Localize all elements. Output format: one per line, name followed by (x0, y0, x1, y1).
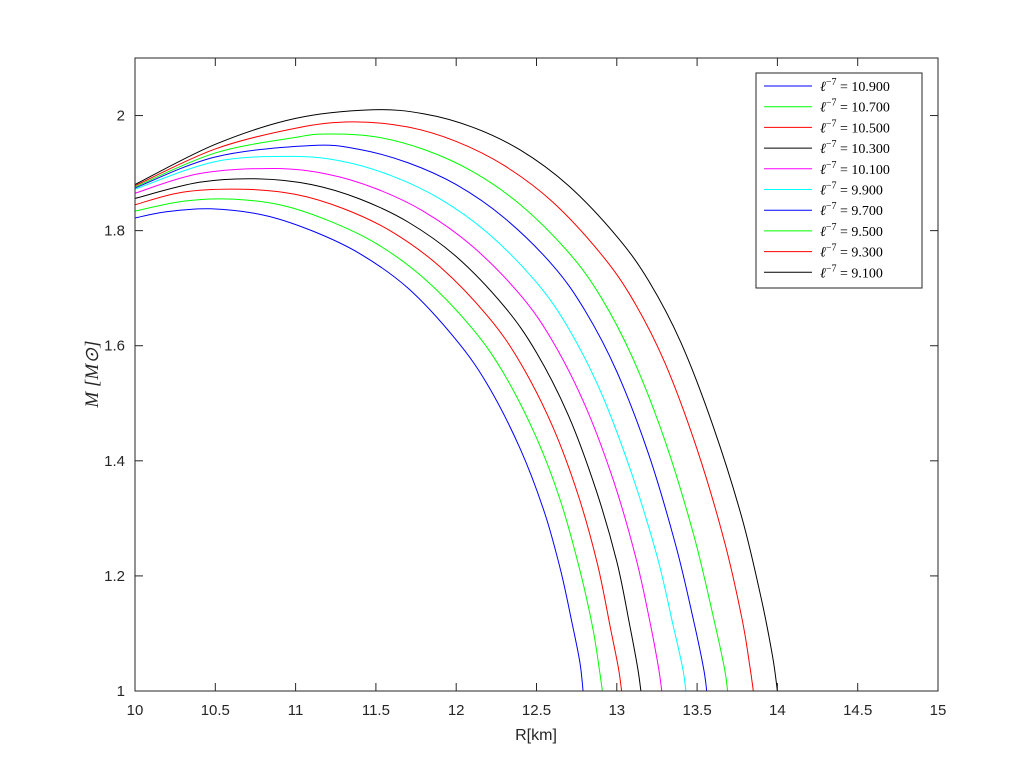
x-tick-label: 13 (608, 702, 625, 719)
y-tick-label: 1 (117, 683, 125, 700)
x-tick-label: 10.5 (201, 702, 230, 719)
legend-box (755, 72, 923, 289)
x-tick-label: 14 (769, 702, 786, 719)
x-tick-label: 13.5 (682, 702, 711, 719)
legend-entry: ℓ−7 = 10.300 (820, 139, 890, 157)
series-line-3 (135, 178, 642, 691)
y-tick-label: 1.8 (104, 223, 125, 240)
y-tick-label: 1.6 (104, 338, 125, 355)
series-line-1 (135, 198, 603, 691)
y-tick-label: 2 (117, 108, 125, 125)
y-tick-label: 1.4 (104, 453, 125, 470)
x-axis-label: R[km] (515, 727, 557, 744)
x-tick-label: 12 (448, 702, 465, 719)
series-line-6 (135, 144, 708, 691)
legend-entry: ℓ−7 = 9.300 (820, 243, 883, 261)
legend: ℓ−7 = 10.900 ℓ−7 = 10.700 ℓ−7 = 10.500 ℓ−7 … (755, 72, 923, 289)
legend-entry: ℓ−7 = 9.900 (820, 181, 883, 199)
series-line-0 (135, 208, 584, 691)
series-line-4 (135, 167, 663, 691)
x-tick-label: 11.5 (362, 702, 390, 719)
series-group (135, 109, 778, 691)
legend-entry: ℓ−7 = 9.100 (820, 263, 883, 281)
x-tick-label: 15 (930, 702, 947, 719)
x-tick-label: 10 (127, 702, 144, 719)
legend-entry: ℓ−7 = 10.900 (820, 77, 890, 95)
legend-entry: ℓ−7 = 10.100 (820, 160, 890, 178)
legend-entry: ℓ−7 = 9.700 (820, 201, 883, 219)
x-tick-label: 11 (288, 702, 304, 719)
y-tick-label: 1.2 (104, 568, 125, 585)
series-line-2 (135, 188, 623, 691)
series-line-8 (135, 121, 754, 691)
x-tick-label: 14.5 (843, 702, 872, 719)
series-line-9 (135, 109, 778, 691)
legend-entry: ℓ−7 = 10.500 (820, 118, 890, 136)
ticks-group: 10 10.5 11 11.5 12 12.5 13 13.5 14 14.5 15 1 1.2 1.4 1… (104, 58, 946, 719)
series-line-7 (135, 133, 729, 691)
series-line-5 (135, 155, 687, 691)
x-tick-label: 12.5 (522, 702, 551, 719)
legend-entry: ℓ−7 = 9.500 (820, 222, 883, 240)
legend-entry: ℓ−7 = 10.700 (820, 98, 890, 116)
y-axis-label: M [M⊙] (82, 340, 103, 408)
